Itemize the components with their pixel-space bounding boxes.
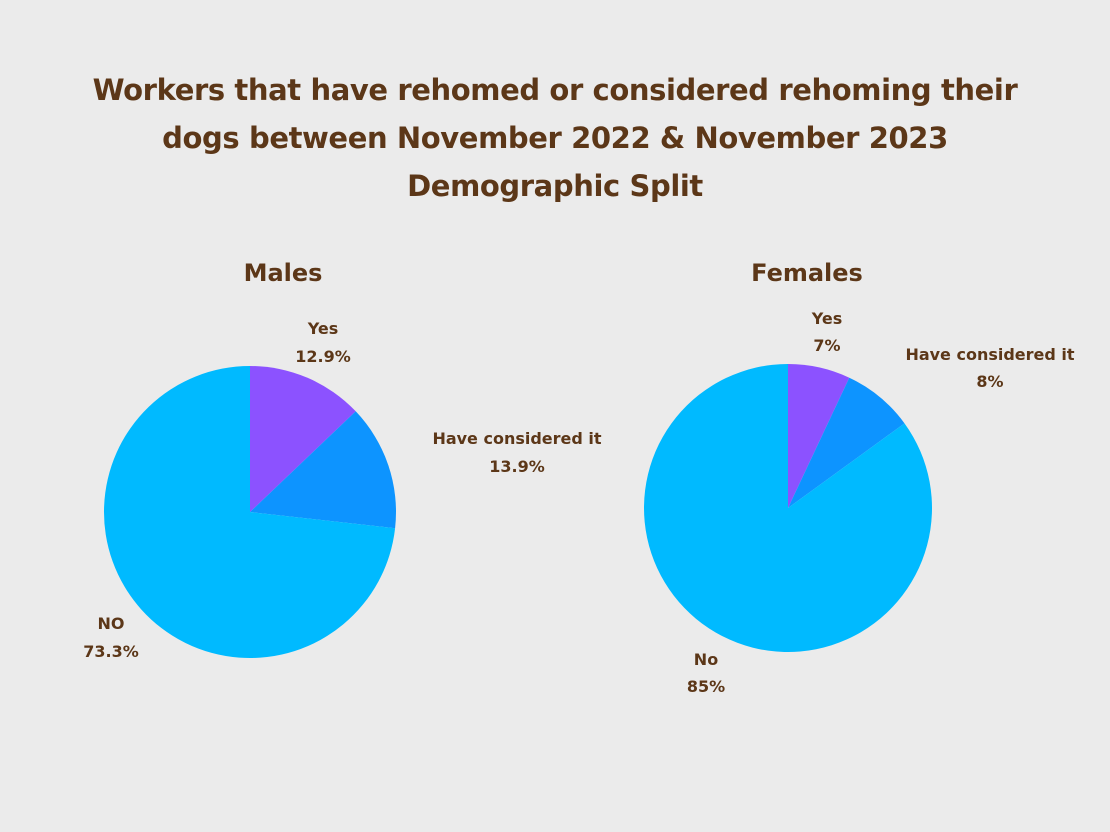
pie-slice-females-have-considered-it	[788, 377, 905, 508]
pie-slice-females-yes	[788, 364, 850, 508]
chart-title-line-1: Workers that have rehomed or considered …	[92, 73, 1018, 107]
pie-slice-males-have-considered-it	[250, 411, 396, 529]
chart-title: Workers that have rehomed or considered …	[0, 66, 1110, 210]
slice-value-males-yes: 12.9%	[295, 347, 351, 366]
pie-title-males: Males	[244, 259, 323, 287]
slice-value-females-no: 85%	[687, 677, 725, 696]
pie-slice-males-no	[103, 366, 396, 659]
slice-label-males-considered: Have considered it	[432, 429, 601, 448]
slice-value-males-no: 73.3%	[83, 642, 139, 661]
pie-chart-females: Females Yes 7% Have considered it 8% No …	[644, 259, 1075, 696]
slice-value-males-considered: 13.9%	[489, 457, 545, 476]
pie-title-females: Females	[751, 259, 863, 287]
slice-label-females-yes: Yes	[811, 309, 843, 328]
chart-title-line-3: Demographic Split	[407, 169, 703, 203]
pie-chart-males: Males Yes 12.9% Have considered it 13.9%…	[83, 259, 602, 661]
slice-label-males-yes: Yes	[307, 319, 339, 338]
slice-label-females-no: No	[694, 650, 718, 669]
pie-slice-females-no	[644, 364, 933, 653]
pie-slices-females	[644, 364, 933, 653]
chart-title-line-2: dogs between November 2022 & November 20…	[162, 121, 948, 155]
pie-slice-males-yes	[250, 366, 356, 512]
pie-slices-males	[103, 366, 396, 659]
slice-label-females-considered: Have considered it	[905, 345, 1074, 364]
slice-value-females-yes: 7%	[813, 336, 840, 355]
slice-label-males-no: NO	[98, 614, 125, 633]
slice-value-females-considered: 8%	[976, 372, 1003, 391]
